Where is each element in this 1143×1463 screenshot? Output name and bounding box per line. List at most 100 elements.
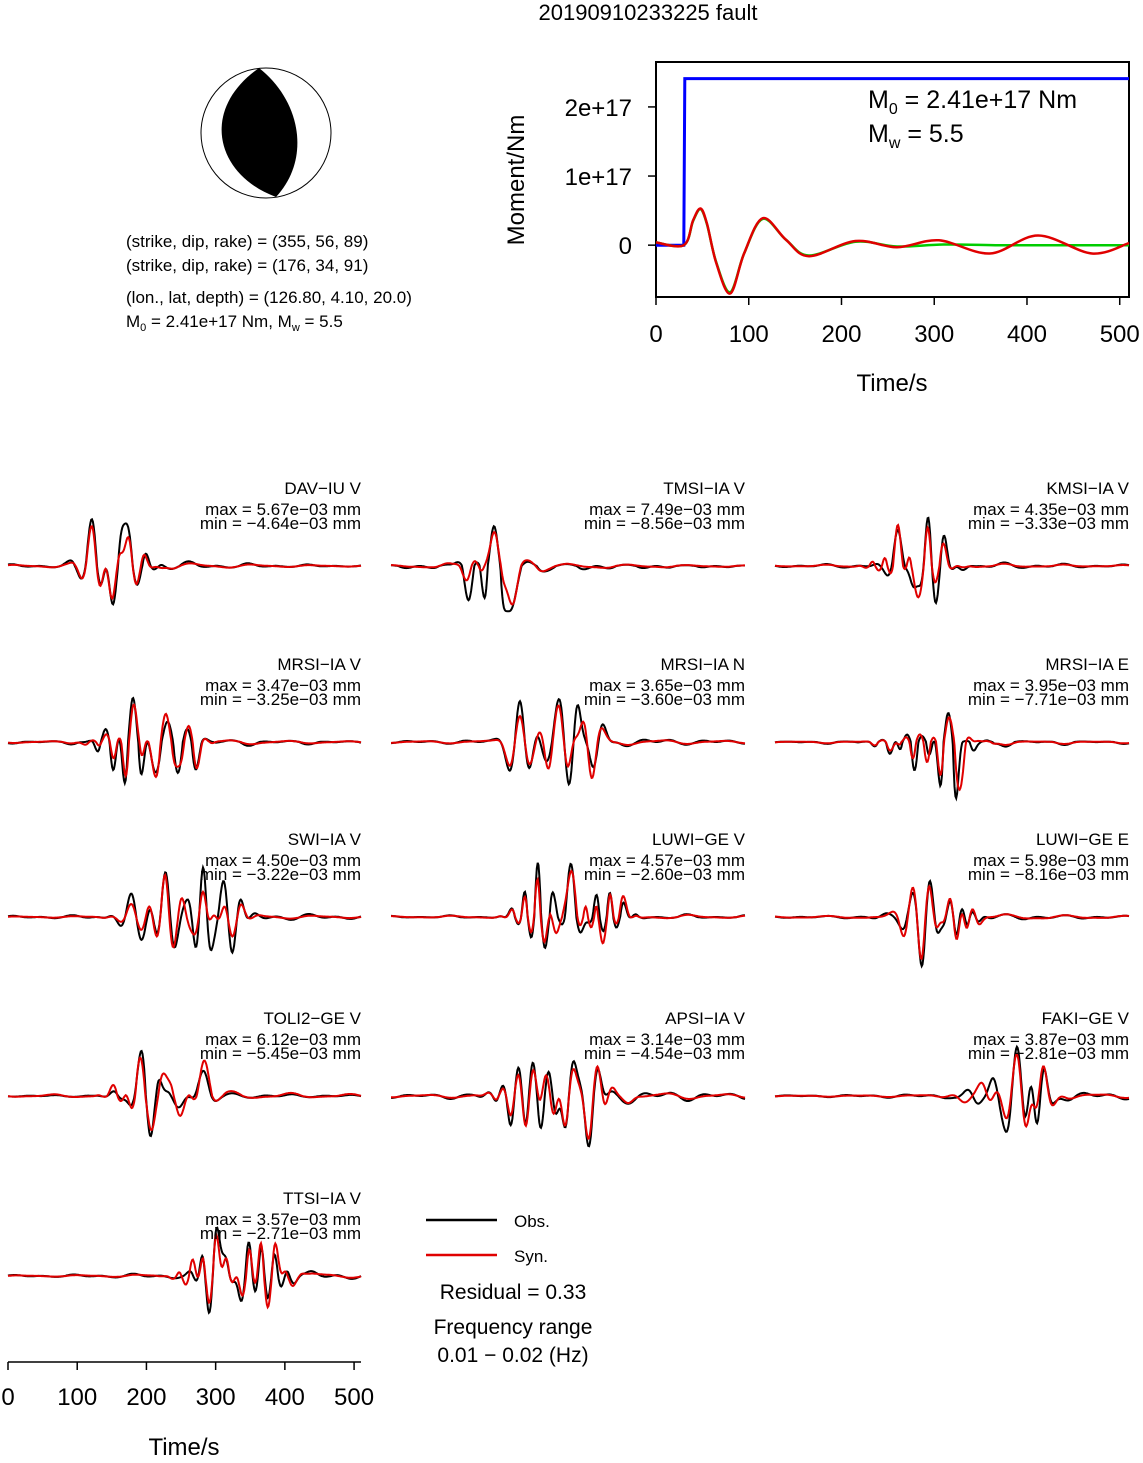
syn-trace [391, 869, 746, 945]
moment-xtick-label: 100 [729, 321, 769, 348]
max-label: max = 3.14e−03 mm [589, 1030, 745, 1049]
moment-series-group [655, 77, 1130, 295]
waveform-xtick-label: 500 [334, 1384, 374, 1411]
moment-axes-group: 0 100 200 300 400 500 0 1e+17 2e+17 [565, 95, 1140, 348]
max-label: max = 5.98e−03 mm [973, 851, 1129, 870]
waveform-xtick-label: 300 [196, 1384, 236, 1411]
waveform-time-axis: 0 100 200 300 400 500 [1, 1361, 374, 1411]
obs-trace [391, 524, 745, 613]
max-label: max = 4.35e−03 mm [973, 500, 1129, 519]
syn-trace [775, 1052, 1130, 1129]
syn-trace [7, 1232, 362, 1310]
station-label: MRSI−IA E [1045, 655, 1129, 674]
moment-ylabel: Moment/Nm [503, 115, 530, 246]
min-label: min = −2.71e−03 mm [200, 1224, 361, 1243]
max-label: max = 5.67e−03 mm [205, 500, 361, 519]
station-label: TMSI−IA V [663, 479, 745, 498]
obs-trace [391, 697, 746, 787]
max-label: max = 4.57e−03 mm [589, 851, 745, 870]
moment-xlabel: Time/s [856, 370, 927, 397]
min-label: min = −8.16e−03 mm [968, 865, 1129, 884]
syn-trace [7, 703, 362, 779]
max-label: max = 4.50e−03 mm [205, 851, 361, 870]
max-label: max = 7.49e−03 mm [589, 500, 745, 519]
syn-trace [8, 872, 362, 949]
station-label: LUWI−GE E [1036, 830, 1129, 849]
max-label: max = 3.95e−03 mm [973, 676, 1129, 695]
min-label: min = −3.33e−03 mm [968, 514, 1129, 533]
moment-xtick-label: 300 [914, 321, 954, 348]
station-label: MRSI−IA V [277, 655, 361, 674]
syn-trace [774, 523, 1129, 599]
frequency-title: Frequency range [434, 1316, 593, 1339]
min-label: min = −3.25e−03 mm [200, 690, 361, 709]
min-label: min = −5.45e−03 mm [200, 1044, 361, 1063]
min-label: min = −8.56e−03 mm [584, 514, 745, 533]
station-label: LUWI−GE V [652, 830, 746, 849]
beachball [200, 67, 332, 199]
max-label: max = 3.87e−03 mm [973, 1030, 1129, 1049]
moment-xtick-label: 400 [1007, 321, 1047, 348]
max-label: max = 3.47e−03 mm [205, 676, 361, 695]
mw-annotation: Mw = 5.5 [868, 120, 964, 152]
moment-xtick-label: 0 [649, 321, 662, 348]
station-label: MRSI−IA N [660, 655, 745, 674]
moment-series-filtered-red [655, 207, 1130, 295]
min-label: min = −2.60e−03 mm [584, 865, 745, 884]
min-label: min = −3.22e−03 mm [200, 865, 361, 884]
min-label: min = −4.54e−03 mm [584, 1044, 745, 1063]
station-label: TOLI2−GE V [264, 1009, 362, 1028]
obs-trace [7, 1049, 362, 1138]
syn-trace [391, 1064, 746, 1141]
moment-xtick-label: 500 [1100, 321, 1140, 348]
syn-trace [391, 704, 745, 780]
m0-annotation: M0 = 2.41e+17 Nm [868, 86, 1077, 118]
moment-plot-frame [655, 61, 1130, 298]
min-label: min = −2.81e−03 mm [968, 1044, 1129, 1063]
moment-text: M0 = 2.41e+17 Nm, Mw = 5.5 [126, 312, 343, 334]
max-label: max = 3.65e−03 mm [589, 676, 745, 695]
moment-ytick-label: 2e+17 [565, 95, 632, 122]
moment-ytick-label: 0 [619, 233, 632, 260]
syn-trace [7, 525, 362, 601]
moment-series-filtered-green [655, 207, 1129, 294]
legend-obs-label: Obs. [514, 1212, 550, 1231]
waveform-xtick-label: 0 [1, 1384, 14, 1411]
legend-syn-label: Syn. [514, 1247, 548, 1266]
waveform-xtick-label: 400 [265, 1384, 305, 1411]
min-label: min = −7.71e−03 mm [968, 690, 1129, 709]
moment-function-chart: 0 100 200 300 400 500 0 1e+17 2e+17 Moment/Nm Ti… [503, 61, 1140, 397]
station-label: SWI−IA V [288, 830, 362, 849]
moment-xtick-label: 200 [821, 321, 861, 348]
min-label: min = −4.64e−03 mm [200, 514, 361, 533]
waveform-xtick-label: 200 [126, 1384, 166, 1411]
figure-title: 20190910233225 fault [539, 0, 758, 25]
residual-text: Residual = 0.33 [440, 1281, 587, 1304]
obs-trace [774, 878, 1130, 969]
beachball-compression [221, 68, 298, 197]
waveform-xtick-label: 100 [57, 1384, 97, 1411]
station-label: TTSI−IA V [283, 1189, 362, 1208]
station-label: FAKI−GE V [1042, 1009, 1130, 1028]
syn-trace [8, 1056, 362, 1132]
station-label: DAV−IU V [284, 479, 361, 498]
syn-trace [775, 884, 1130, 961]
max-label: max = 3.57e−03 mm [205, 1210, 361, 1229]
nodal-plane-1: (strike, dip, rake) = (355, 56, 89) [126, 232, 368, 251]
station-label: APSI−IA V [665, 1009, 746, 1028]
